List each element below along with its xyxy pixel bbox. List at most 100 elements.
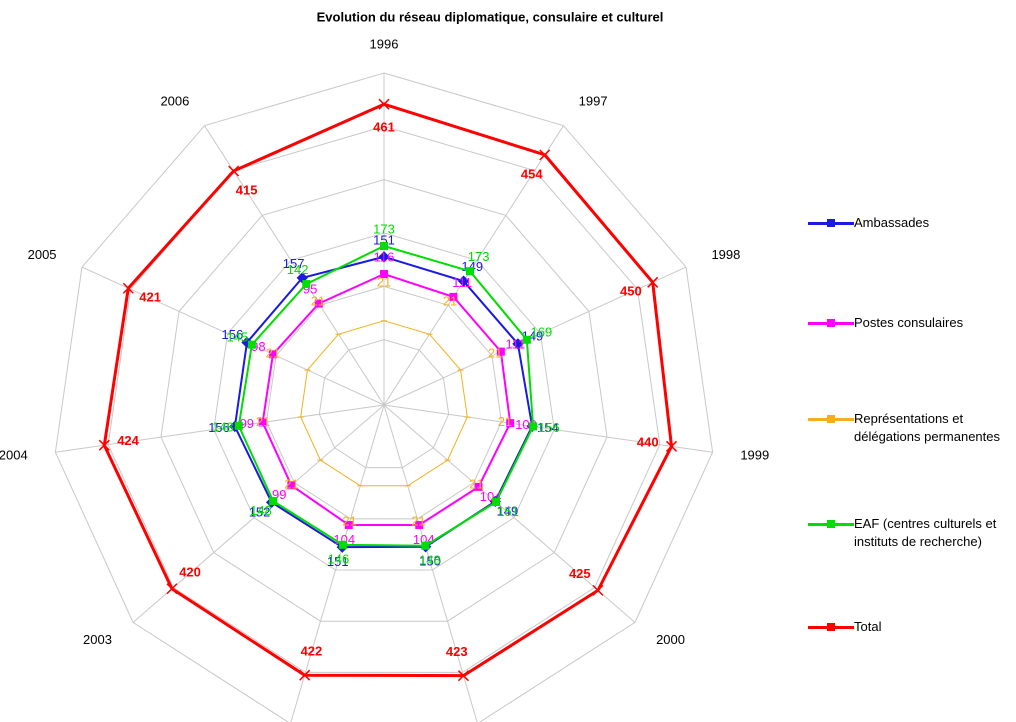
value-label: 148 <box>212 420 234 435</box>
value-label: 21 <box>256 414 270 429</box>
series-line <box>300 320 468 487</box>
category-label: 2000 <box>656 632 685 647</box>
marker <box>647 276 659 288</box>
value-label: 151 <box>497 504 519 519</box>
marker <box>338 540 347 549</box>
value-label: 156 <box>208 420 230 435</box>
marker <box>496 347 505 356</box>
marker <box>228 165 240 177</box>
legend-label: EAF (centres culturels et instituts de r… <box>854 516 997 549</box>
value-label: 461 <box>373 120 395 135</box>
value-label: 421 <box>139 290 161 305</box>
series-line <box>237 244 535 547</box>
value-label: 146 <box>328 552 350 567</box>
value-label: 173 <box>468 249 490 264</box>
marker <box>344 520 353 529</box>
grid-ring <box>54 72 714 722</box>
marker <box>234 421 243 430</box>
legend-item: Postes consulaires <box>808 314 1012 332</box>
marker <box>506 419 515 428</box>
category-label: 1996 <box>370 36 399 51</box>
grid-ring <box>213 232 555 571</box>
value-label: 157 <box>283 256 305 271</box>
category-label: 1999 <box>740 448 769 463</box>
series-line <box>102 102 674 678</box>
marker <box>415 520 424 529</box>
value-label: 415 <box>236 183 258 198</box>
spoke <box>383 404 478 722</box>
marker <box>269 497 278 506</box>
marker <box>421 541 430 550</box>
marker <box>522 335 531 344</box>
value-label: 422 <box>301 644 323 659</box>
grid-ring <box>318 339 450 469</box>
spoke <box>290 404 385 722</box>
legend-swatch <box>808 314 854 332</box>
value-label: 148 <box>250 503 272 518</box>
grid-ring <box>107 125 661 673</box>
value-label: 152 <box>249 504 271 519</box>
legend-item: Total <box>808 618 1012 636</box>
legend-label: Postes consulaires <box>854 315 964 330</box>
category-label: 2004 <box>0 448 28 463</box>
value-label: 156 <box>538 420 560 435</box>
value-label: 423 <box>446 644 468 659</box>
value-label: 151 <box>327 554 349 569</box>
value-label: 21 <box>311 294 325 309</box>
marker <box>592 584 604 596</box>
legend-swatch <box>808 515 854 533</box>
marker <box>314 299 323 308</box>
legend-item: EAF (centres culturels et instituts de r… <box>808 515 1012 551</box>
spoke <box>383 266 687 406</box>
legend-swatch <box>808 618 854 636</box>
legend-label: Représentations et délégations permanent… <box>854 411 1000 444</box>
value-label: 21 <box>284 476 298 491</box>
series-line <box>261 272 512 526</box>
legend-swatch <box>808 214 854 232</box>
marker <box>474 482 483 491</box>
spoke <box>55 404 385 453</box>
value-label: 21 <box>342 514 356 529</box>
marker <box>465 267 474 276</box>
legend-item: Ambassades <box>808 214 1012 232</box>
marker <box>449 292 458 301</box>
marker <box>166 583 178 595</box>
value-label: 142 <box>287 262 309 277</box>
value-label: 156 <box>222 327 244 342</box>
legend-label: Total <box>854 619 882 634</box>
value-label: 173 <box>373 221 395 236</box>
value-label: 21 <box>266 346 280 361</box>
category-label: 2006 <box>160 94 189 109</box>
value-label: 425 <box>569 566 591 581</box>
grid-ring <box>266 285 502 520</box>
marker <box>98 439 110 451</box>
marker <box>287 481 296 490</box>
value-label: 111 <box>452 275 472 290</box>
value-label: 21 <box>443 294 457 309</box>
value-label: 21 <box>488 346 502 361</box>
spoke <box>383 125 564 406</box>
spoke <box>383 404 713 453</box>
value-label: 420 <box>179 564 201 579</box>
legend-swatch <box>808 410 854 428</box>
value-label: 154 <box>537 420 559 435</box>
value-label: 450 <box>620 284 642 299</box>
value-label: 151 <box>373 232 395 247</box>
category-label: 2005 <box>28 247 57 262</box>
value-label: 21 <box>469 476 483 491</box>
marker <box>380 241 388 250</box>
legend-item: Représentations et délégations permanent… <box>808 410 1012 446</box>
chart-title: Evolution du réseau diplomatique, consul… <box>317 9 664 24</box>
legend-label: Ambassades <box>854 215 930 230</box>
value-label: 150 <box>419 553 441 568</box>
marker <box>299 669 311 681</box>
value-label: 21 <box>498 414 512 429</box>
marker <box>512 338 524 350</box>
marker <box>529 422 538 431</box>
marker <box>457 670 470 682</box>
marker <box>378 98 390 110</box>
value-label: 99 <box>240 416 254 431</box>
marker <box>258 418 267 427</box>
